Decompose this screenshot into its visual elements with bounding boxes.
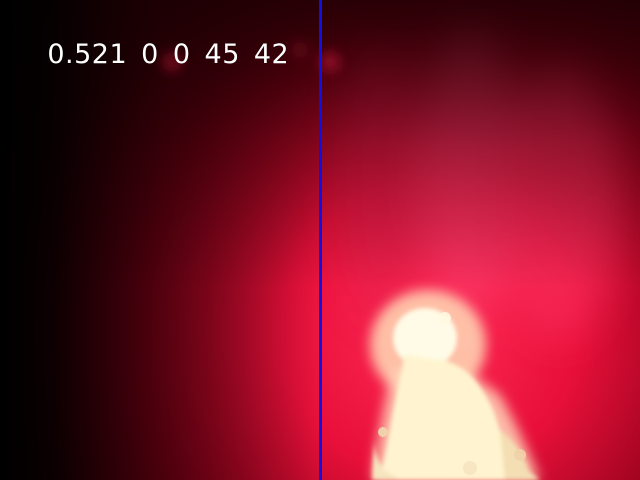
measurement-readout: 0.521 0 0 45 42 <box>11 4 289 106</box>
vertical-cursor-line[interactable] <box>319 0 322 480</box>
readout-value-2: 0 <box>141 39 159 70</box>
readout-value-4: 45 <box>204 39 240 70</box>
readout-value-3: 0 <box>172 39 191 70</box>
readout-value-1: 0.521 <box>47 39 128 70</box>
readout-value-5: 42 <box>253 39 290 70</box>
